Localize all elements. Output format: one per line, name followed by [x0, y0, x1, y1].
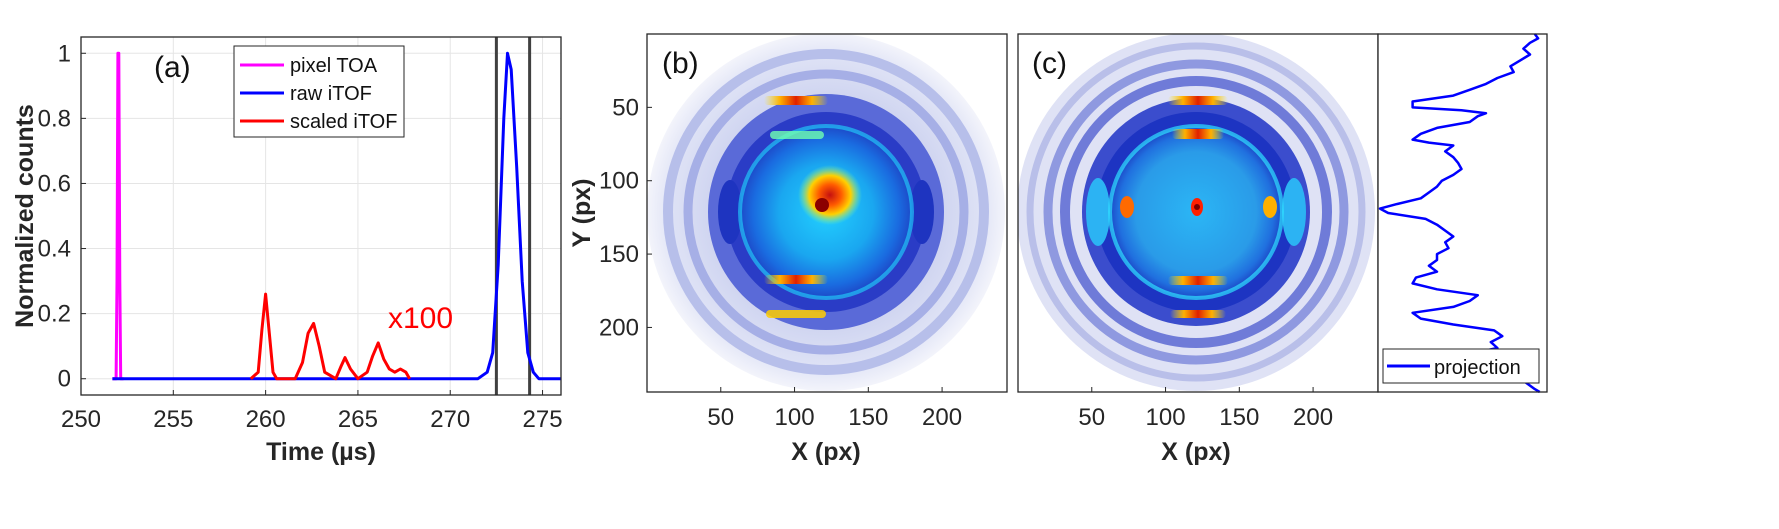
x-tick-label: 150 — [848, 404, 888, 431]
x-tick-label: 150 — [1219, 404, 1259, 431]
projection-plot-area — [1378, 34, 1547, 392]
x-tick-label: 265 — [338, 406, 378, 433]
central-hot-spot — [798, 165, 862, 225]
projection-series — [1378, 33, 1541, 394]
right-hot-spot — [1263, 196, 1277, 218]
projection-panel: projection — [1377, 33, 1548, 394]
bottom-arc-inner — [766, 310, 826, 318]
x-tick-label: 270 — [430, 406, 470, 433]
x-tick-label: 260 — [246, 406, 286, 433]
beam-stop-spot — [815, 198, 829, 212]
x-tick-label: 255 — [153, 406, 193, 433]
panel-b-detector-image — [647, 34, 1005, 391]
y-tick-label: 0.6 — [38, 170, 71, 197]
side-lobe-left — [1086, 178, 1110, 246]
x-tick-label: 100 — [775, 404, 815, 431]
panel-a-series — [112, 37, 561, 395]
y-tick-label: 0 — [58, 366, 71, 393]
legend-label-projection: projection — [1434, 357, 1521, 379]
top-arc-inner — [770, 131, 824, 139]
panel-a-label: (a) — [154, 51, 191, 84]
bottom-arc-hot — [1168, 276, 1228, 285]
panel-c-ticks: 50 100 150 200 — [1078, 387, 1333, 431]
top-arc-inner-hot — [1172, 129, 1224, 139]
panel-b-x-axis-label: X (px) — [791, 438, 860, 466]
bottom-arc-inner-hot — [1170, 310, 1226, 318]
top-arc-hot — [764, 96, 828, 105]
ring-3 — [683, 69, 969, 355]
panel-a-axes-box — [80, 36, 562, 396]
panel-b-label: (b) — [662, 47, 699, 80]
side-lobe-left — [718, 180, 742, 244]
panel-a-legend: pixel TOA raw iTOF scaled iTOF — [233, 45, 405, 138]
panel-a: 250 255 260 265 270 275 0 0.2 0.4 0.6 0.8 1 (a) x10… — [11, 36, 563, 466]
legend-label-scaled-itof: scaled iTOF — [290, 111, 397, 133]
projection-legend: projection — [1382, 348, 1540, 384]
outer-ring — [1026, 42, 1366, 382]
y-tick-label: 150 — [599, 241, 639, 268]
panel-a-x-axis-label: Time (µs) — [266, 438, 376, 466]
panel-a-ticks: 250 255 260 265 270 275 0 0.2 0.4 0.6 0.8 1 — [38, 40, 563, 433]
series-line-raw-itof — [112, 51, 561, 381]
series-line-scaled-itof — [249, 292, 411, 381]
top-arc-hot — [1168, 96, 1228, 105]
x-tick-label: 275 — [523, 406, 563, 433]
panel-b: 50 100 150 200 50 100 150 200 (b) X (px) Y (px) — [568, 33, 1008, 466]
legend-label-raw-itof: raw iTOF — [290, 83, 372, 105]
panel-b-ticks: 50 100 150 200 50 100 150 200 — [599, 94, 962, 431]
side-lobe-right — [1282, 178, 1306, 246]
x100-annotation: x100 — [388, 302, 453, 335]
panel-c: 50 100 150 200 (c) X (px) — [1017, 33, 1379, 466]
legend-label-pixel-toa: pixel TOA — [290, 55, 378, 77]
central-ring — [738, 124, 914, 300]
y-tick-label: 100 — [599, 168, 639, 195]
y-tick-label: 50 — [612, 94, 639, 121]
x-tick-label: 100 — [1146, 404, 1186, 431]
left-hot-spot — [1120, 196, 1134, 218]
x-tick-label: 50 — [1078, 404, 1105, 431]
bottom-arc-hot — [764, 275, 828, 284]
x-tick-label: 200 — [922, 404, 962, 431]
x-tick-label: 250 — [61, 406, 101, 433]
panel-a-y-axis-label: Normalized counts — [11, 104, 39, 328]
central-ring — [1108, 124, 1284, 300]
ring-4 — [1043, 59, 1349, 365]
y-tick-label: 0.2 — [38, 301, 71, 328]
series-line-pixel-toa — [112, 51, 124, 381]
panel-c-detector-image — [1018, 34, 1375, 391]
outer-ring — [663, 49, 989, 375]
side-lobe-right — [910, 180, 934, 244]
beam-stop-spot — [1194, 204, 1200, 210]
x-tick-label: 50 — [707, 404, 734, 431]
y-tick-label: 0.8 — [38, 105, 71, 132]
x-tick-label: 200 — [1293, 404, 1333, 431]
ring-3 — [1060, 76, 1332, 348]
panel-c-x-axis-label: X (px) — [1161, 438, 1230, 466]
panel-b-axes-box — [646, 33, 1008, 393]
y-tick-label: 1 — [58, 40, 71, 67]
projection-axes-box — [1377, 33, 1548, 393]
y-tick-label: 200 — [599, 314, 639, 341]
panel-c-label: (c) — [1032, 47, 1067, 80]
series-line-projection — [1378, 33, 1541, 394]
panel-b-y-axis-label: Y (px) — [568, 179, 596, 248]
y-tick-label: 0.4 — [38, 236, 71, 263]
